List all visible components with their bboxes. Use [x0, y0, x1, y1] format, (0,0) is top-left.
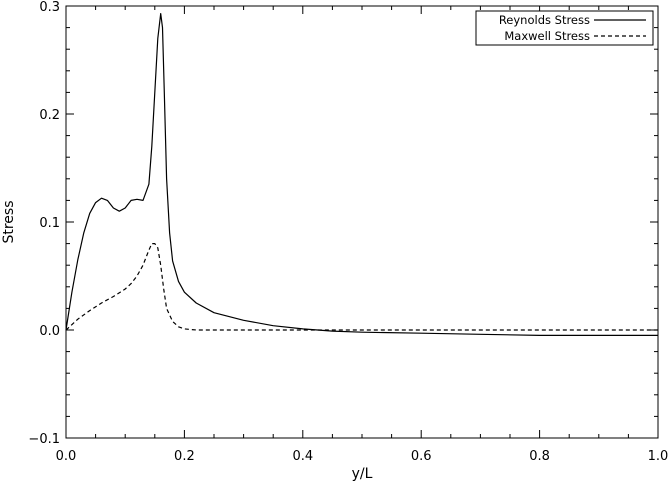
x-tick-label: 1.0 [648, 449, 669, 464]
y-tick-label: 0.3 [39, 0, 60, 15]
x-tick-label: 0.6 [411, 449, 432, 464]
legend-label-maxwell: Maxwell Stress [504, 29, 590, 43]
series-reynolds-stress-line [65, 13, 658, 336]
x-tick-label: 0.0 [56, 449, 77, 464]
x-tick-label: 0.4 [292, 449, 313, 464]
plot-frame [65, 5, 659, 439]
y-tick-label: 0.0 [39, 324, 60, 339]
y-tick-label: −0.1 [28, 432, 60, 447]
y-tick-label: 0.2 [39, 108, 60, 123]
x-tick-label: 0.8 [529, 449, 550, 464]
legend-label-reynolds: Reynolds Stress [499, 13, 590, 27]
series-lines [65, 13, 658, 336]
axis-ticks: 0.0 0.2 0.4 0.6 0.8 1.0 −0.1 0.0 0.1 0.2 0.3 [28, 0, 668, 464]
series-maxwell-stress-line [65, 243, 658, 331]
legend: Reynolds Stress Maxwell Stress [475, 10, 654, 46]
legend-box [475, 10, 654, 46]
x-axis-label: y/L [352, 466, 373, 482]
x-tick-label: 0.2 [174, 449, 195, 464]
y-tick-label: 0.1 [39, 216, 60, 231]
y-axis-label: Stress [1, 200, 17, 243]
